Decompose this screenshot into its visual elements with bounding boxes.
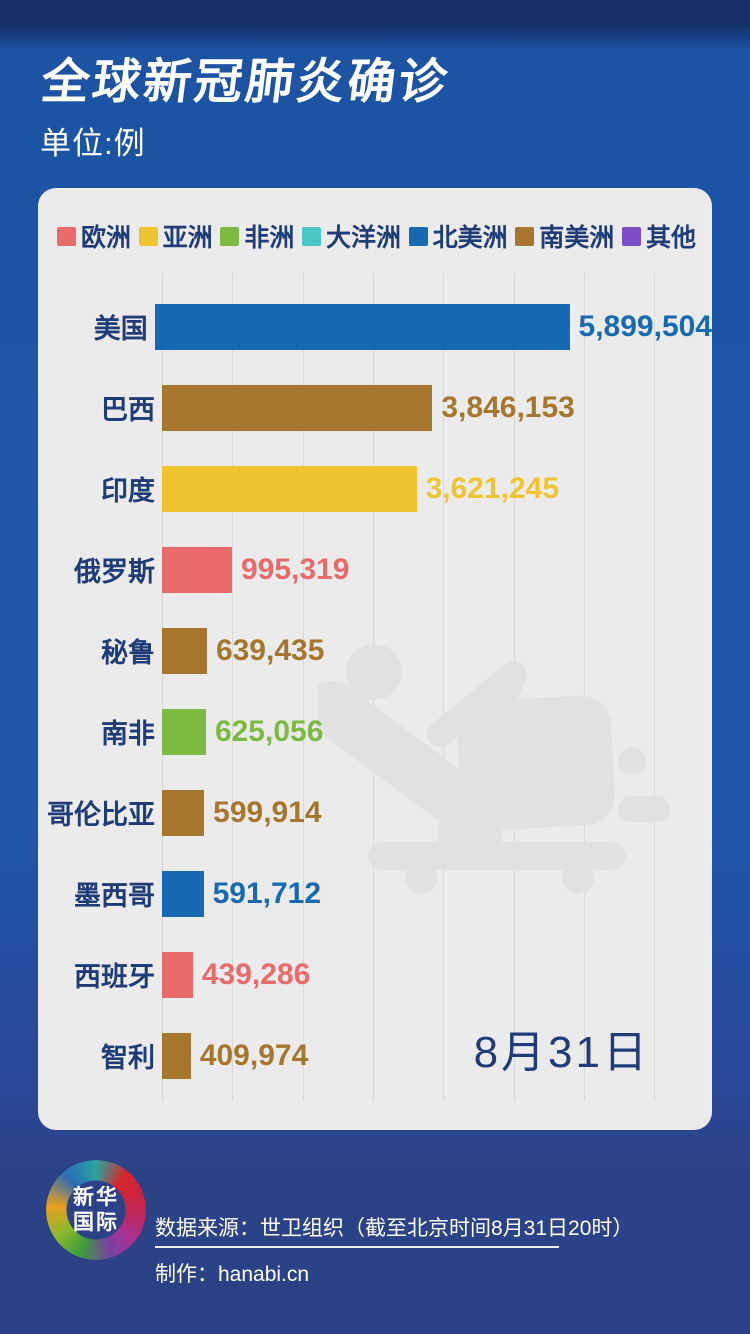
legend-label: 北美洲	[432, 224, 508, 252]
bar-row: 智利 409,974	[38, 1015, 712, 1096]
value-label: 3,846,153	[441, 390, 575, 424]
value-label: 639,435	[215, 633, 325, 667]
bar-row: 哥伦比亚 599,914	[38, 772, 712, 853]
country-label: 墨西哥	[74, 881, 155, 911]
bar-row: 墨西哥 591,712	[38, 853, 712, 934]
bar-row: 巴西 3,846,153	[38, 367, 712, 448]
country-label: 美国	[93, 314, 148, 344]
bar	[162, 708, 206, 755]
value-label: 591,712	[212, 876, 322, 910]
legend-label: 南美洲	[539, 224, 615, 252]
data-source-text: 数据来源：世卫组织（截至北京时间8月31日20时）	[155, 1217, 634, 1240]
legend-item: 亚洲	[138, 218, 213, 254]
legend-label: 非洲	[244, 224, 295, 252]
value-label: 439,286	[201, 957, 311, 991]
legend-item: 南美洲	[515, 218, 614, 254]
logo-text-line2: 国际	[73, 1211, 119, 1234]
bar-row: 印度 3,621,245	[38, 448, 712, 529]
legend-swatch-icon	[138, 226, 158, 246]
footer-divider	[155, 1246, 559, 1248]
country-label: 印度	[101, 476, 155, 506]
gridline	[583, 273, 585, 1101]
bar-row: 西班牙 439,286	[38, 934, 712, 1015]
logo-text: 新华 国际	[46, 1160, 146, 1260]
value-label: 995,319	[240, 552, 350, 586]
bar	[154, 303, 570, 350]
bar	[162, 951, 193, 998]
legend-item: 大洋洲	[301, 218, 401, 254]
legend-swatch-icon	[515, 226, 535, 246]
logo-color-ring-icon	[46, 1160, 146, 1260]
xinhua-international-logo: 新华 国际	[46, 1160, 146, 1260]
hospital-bed-watermark-icon	[318, 644, 670, 894]
legend-swatch-icon	[301, 226, 321, 246]
chart-card: 欧洲 亚洲 非洲 大洋洲 北美洲 南美洲 其他 美国 5,899,504 巴西 …	[38, 188, 712, 1130]
value-label: 625,056	[214, 714, 324, 748]
logo-text-line1: 新华	[73, 1185, 119, 1209]
value-label: 3,621,245	[425, 471, 560, 505]
country-label: 西班牙	[74, 962, 155, 992]
credit-text: 制作：hanabi.cn	[155, 1263, 310, 1286]
page-title: 全球新冠肺炎确诊	[38, 56, 453, 109]
gridline	[302, 273, 304, 1101]
bar-row: 南非 625,056	[38, 691, 712, 772]
bar	[162, 789, 205, 836]
legend-item: 北美洲	[408, 218, 508, 254]
legend-item: 非洲	[220, 218, 294, 254]
country-label: 俄罗斯	[74, 557, 155, 587]
chart-date-label: 8月31日	[473, 1028, 650, 1077]
bar	[162, 870, 204, 917]
legend-swatch-icon	[408, 226, 428, 246]
bar-rows: 美国 5,899,504 巴西 3,846,153 印度 3,621,245 俄…	[38, 286, 712, 1096]
legend-item: 欧洲	[57, 218, 131, 254]
country-label: 哥伦比亚	[47, 800, 155, 830]
bar-row: 俄罗斯 995,319	[38, 529, 712, 610]
chart-legend: 欧洲 亚洲 非洲 大洋洲 北美洲 南美洲 其他	[57, 218, 696, 254]
country-label: 巴西	[101, 395, 155, 425]
unit-label: 单位:例	[40, 126, 146, 161]
legend-swatch-icon	[220, 226, 240, 246]
value-label: 409,974	[199, 1038, 309, 1072]
legend-swatch-icon	[57, 226, 76, 246]
gridline	[162, 273, 163, 1101]
bar-row: 秘鲁 639,435	[38, 610, 712, 691]
legend-swatch-icon	[621, 226, 641, 246]
footer: 新华 国际 数据来源：世卫组织（截至北京时间8月31日20时） 制作：hanab…	[0, 1150, 750, 1334]
legend-label: 欧洲	[81, 224, 132, 252]
value-label: 5,899,504	[578, 309, 712, 343]
gridline	[654, 273, 656, 1101]
bar	[162, 1032, 191, 1079]
gridline	[443, 273, 445, 1101]
bar	[162, 465, 417, 512]
bar	[162, 384, 433, 431]
bar	[162, 627, 207, 674]
bar-row: 美国 5,899,504	[38, 286, 712, 367]
bar	[162, 546, 232, 593]
legend-item: 其他	[621, 218, 696, 254]
legend-label: 其他	[645, 224, 696, 252]
gridline	[232, 273, 234, 1101]
country-label: 智利	[101, 1043, 155, 1073]
value-label: 599,914	[213, 795, 322, 829]
country-label: 南非	[101, 719, 155, 749]
legend-label: 亚洲	[162, 224, 213, 252]
legend-label: 大洋洲	[325, 224, 401, 252]
country-label: 秘鲁	[101, 638, 155, 668]
